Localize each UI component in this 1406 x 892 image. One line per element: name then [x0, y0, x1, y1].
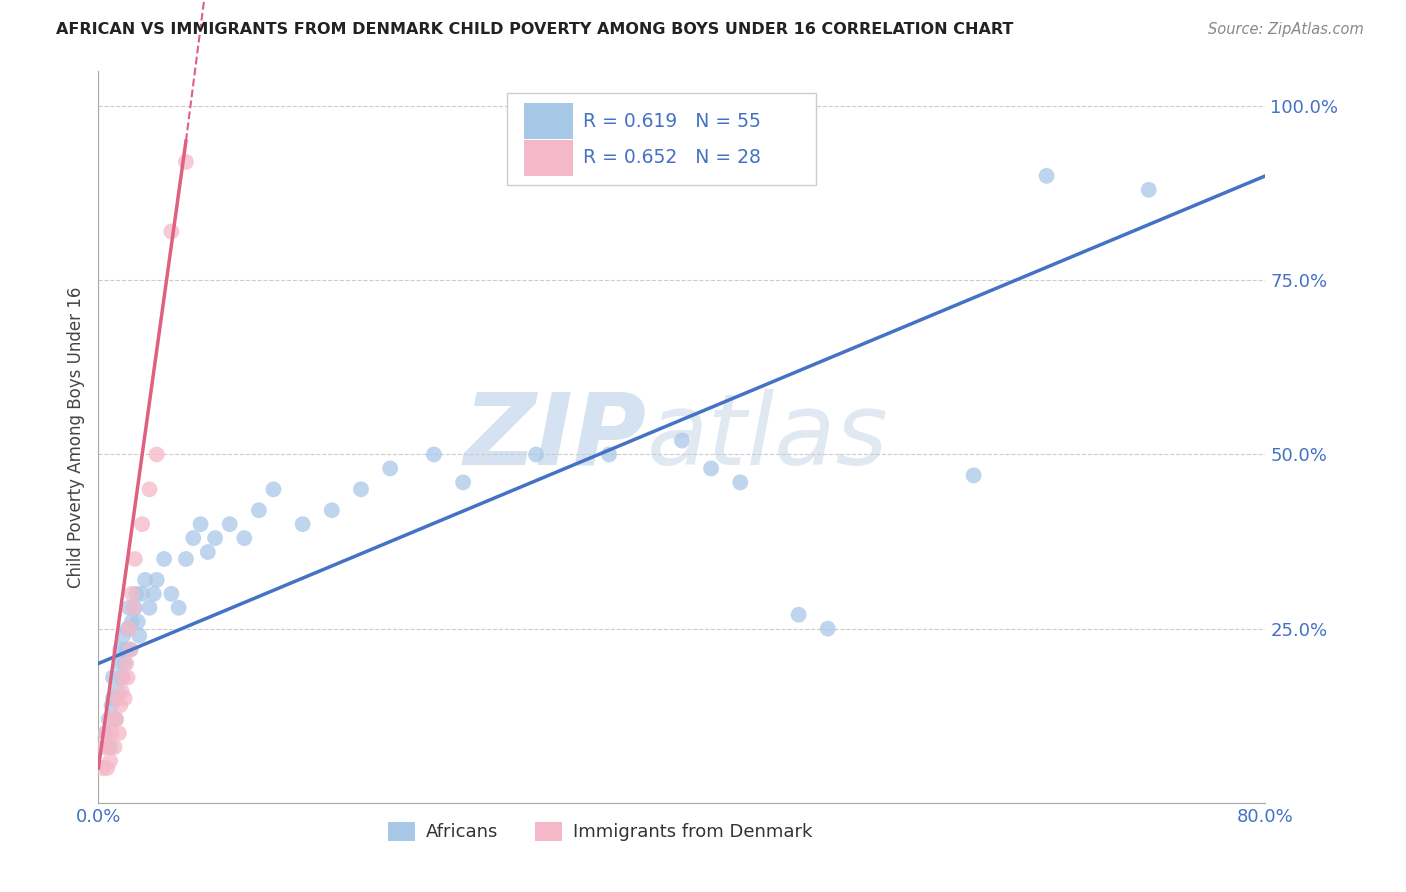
- Point: [174, 155, 197, 169]
- Point: [122, 600, 145, 615]
- Point: [204, 531, 226, 545]
- Point: [124, 600, 146, 615]
- Point: [598, 448, 620, 462]
- Point: [115, 642, 138, 657]
- Y-axis label: Child Poverty Among Boys Under 16: Child Poverty Among Boys Under 16: [66, 286, 84, 588]
- Point: [104, 712, 127, 726]
- Point: [121, 587, 143, 601]
- Point: [1035, 169, 1057, 183]
- Point: [218, 517, 240, 532]
- Point: [121, 615, 143, 629]
- FancyBboxPatch shape: [508, 94, 815, 185]
- Point: [117, 670, 139, 684]
- Point: [112, 629, 135, 643]
- Point: [197, 545, 219, 559]
- Point: [91, 761, 114, 775]
- Point: [190, 517, 212, 532]
- Point: [671, 434, 693, 448]
- Point: [111, 684, 134, 698]
- Point: [114, 657, 136, 671]
- Text: Source: ZipAtlas.com: Source: ZipAtlas.com: [1208, 22, 1364, 37]
- Point: [96, 761, 118, 775]
- Point: [101, 691, 124, 706]
- Point: [247, 503, 270, 517]
- Legend: Africans, Immigrants from Denmark: Africans, Immigrants from Denmark: [381, 814, 820, 848]
- Point: [120, 642, 142, 657]
- Point: [167, 600, 190, 615]
- Point: [114, 691, 136, 706]
- Point: [142, 587, 165, 601]
- Point: [94, 726, 117, 740]
- Point: [146, 448, 169, 462]
- Point: [110, 698, 132, 713]
- Point: [146, 573, 169, 587]
- Point: [128, 629, 150, 643]
- Point: [100, 726, 122, 740]
- Point: [380, 461, 402, 475]
- Point: [118, 622, 141, 636]
- Point: [1137, 183, 1160, 197]
- Point: [700, 461, 723, 475]
- Text: ZIP: ZIP: [464, 389, 647, 485]
- Point: [94, 726, 117, 740]
- Point: [291, 517, 314, 532]
- Point: [787, 607, 810, 622]
- Point: [174, 552, 197, 566]
- Point: [117, 622, 139, 636]
- Point: [98, 754, 121, 768]
- Point: [110, 642, 132, 657]
- Point: [124, 552, 146, 566]
- Point: [524, 448, 547, 462]
- Point: [98, 740, 121, 755]
- Point: [101, 712, 124, 726]
- Point: [108, 726, 131, 740]
- Point: [127, 615, 149, 629]
- Point: [97, 740, 120, 755]
- Point: [100, 698, 122, 713]
- Point: [110, 657, 132, 671]
- Point: [160, 225, 183, 239]
- Point: [153, 552, 176, 566]
- Point: [105, 684, 128, 698]
- Point: [131, 587, 153, 601]
- Point: [451, 475, 474, 490]
- Point: [817, 622, 839, 636]
- Point: [112, 670, 135, 684]
- Text: R = 0.652   N = 28: R = 0.652 N = 28: [582, 148, 761, 167]
- Point: [423, 448, 446, 462]
- Text: R = 0.619   N = 55: R = 0.619 N = 55: [582, 112, 761, 130]
- Point: [730, 475, 752, 490]
- FancyBboxPatch shape: [524, 103, 574, 139]
- Point: [138, 483, 160, 497]
- Point: [138, 600, 160, 615]
- Point: [181, 531, 204, 545]
- Point: [160, 587, 183, 601]
- FancyBboxPatch shape: [524, 140, 574, 176]
- Point: [105, 691, 128, 706]
- Point: [962, 468, 984, 483]
- Point: [115, 657, 138, 671]
- Point: [103, 740, 125, 755]
- Point: [111, 670, 134, 684]
- Point: [97, 712, 120, 726]
- Point: [120, 642, 142, 657]
- Point: [118, 600, 141, 615]
- Point: [131, 517, 153, 532]
- Point: [233, 531, 256, 545]
- Point: [125, 587, 148, 601]
- Point: [134, 573, 156, 587]
- Text: AFRICAN VS IMMIGRANTS FROM DENMARK CHILD POVERTY AMONG BOYS UNDER 16 CORRELATION: AFRICAN VS IMMIGRANTS FROM DENMARK CHILD…: [56, 22, 1014, 37]
- Text: atlas: atlas: [647, 389, 889, 485]
- Point: [321, 503, 343, 517]
- Point: [101, 670, 124, 684]
- Point: [104, 712, 127, 726]
- Point: [93, 740, 115, 755]
- Point: [262, 483, 284, 497]
- Point: [350, 483, 373, 497]
